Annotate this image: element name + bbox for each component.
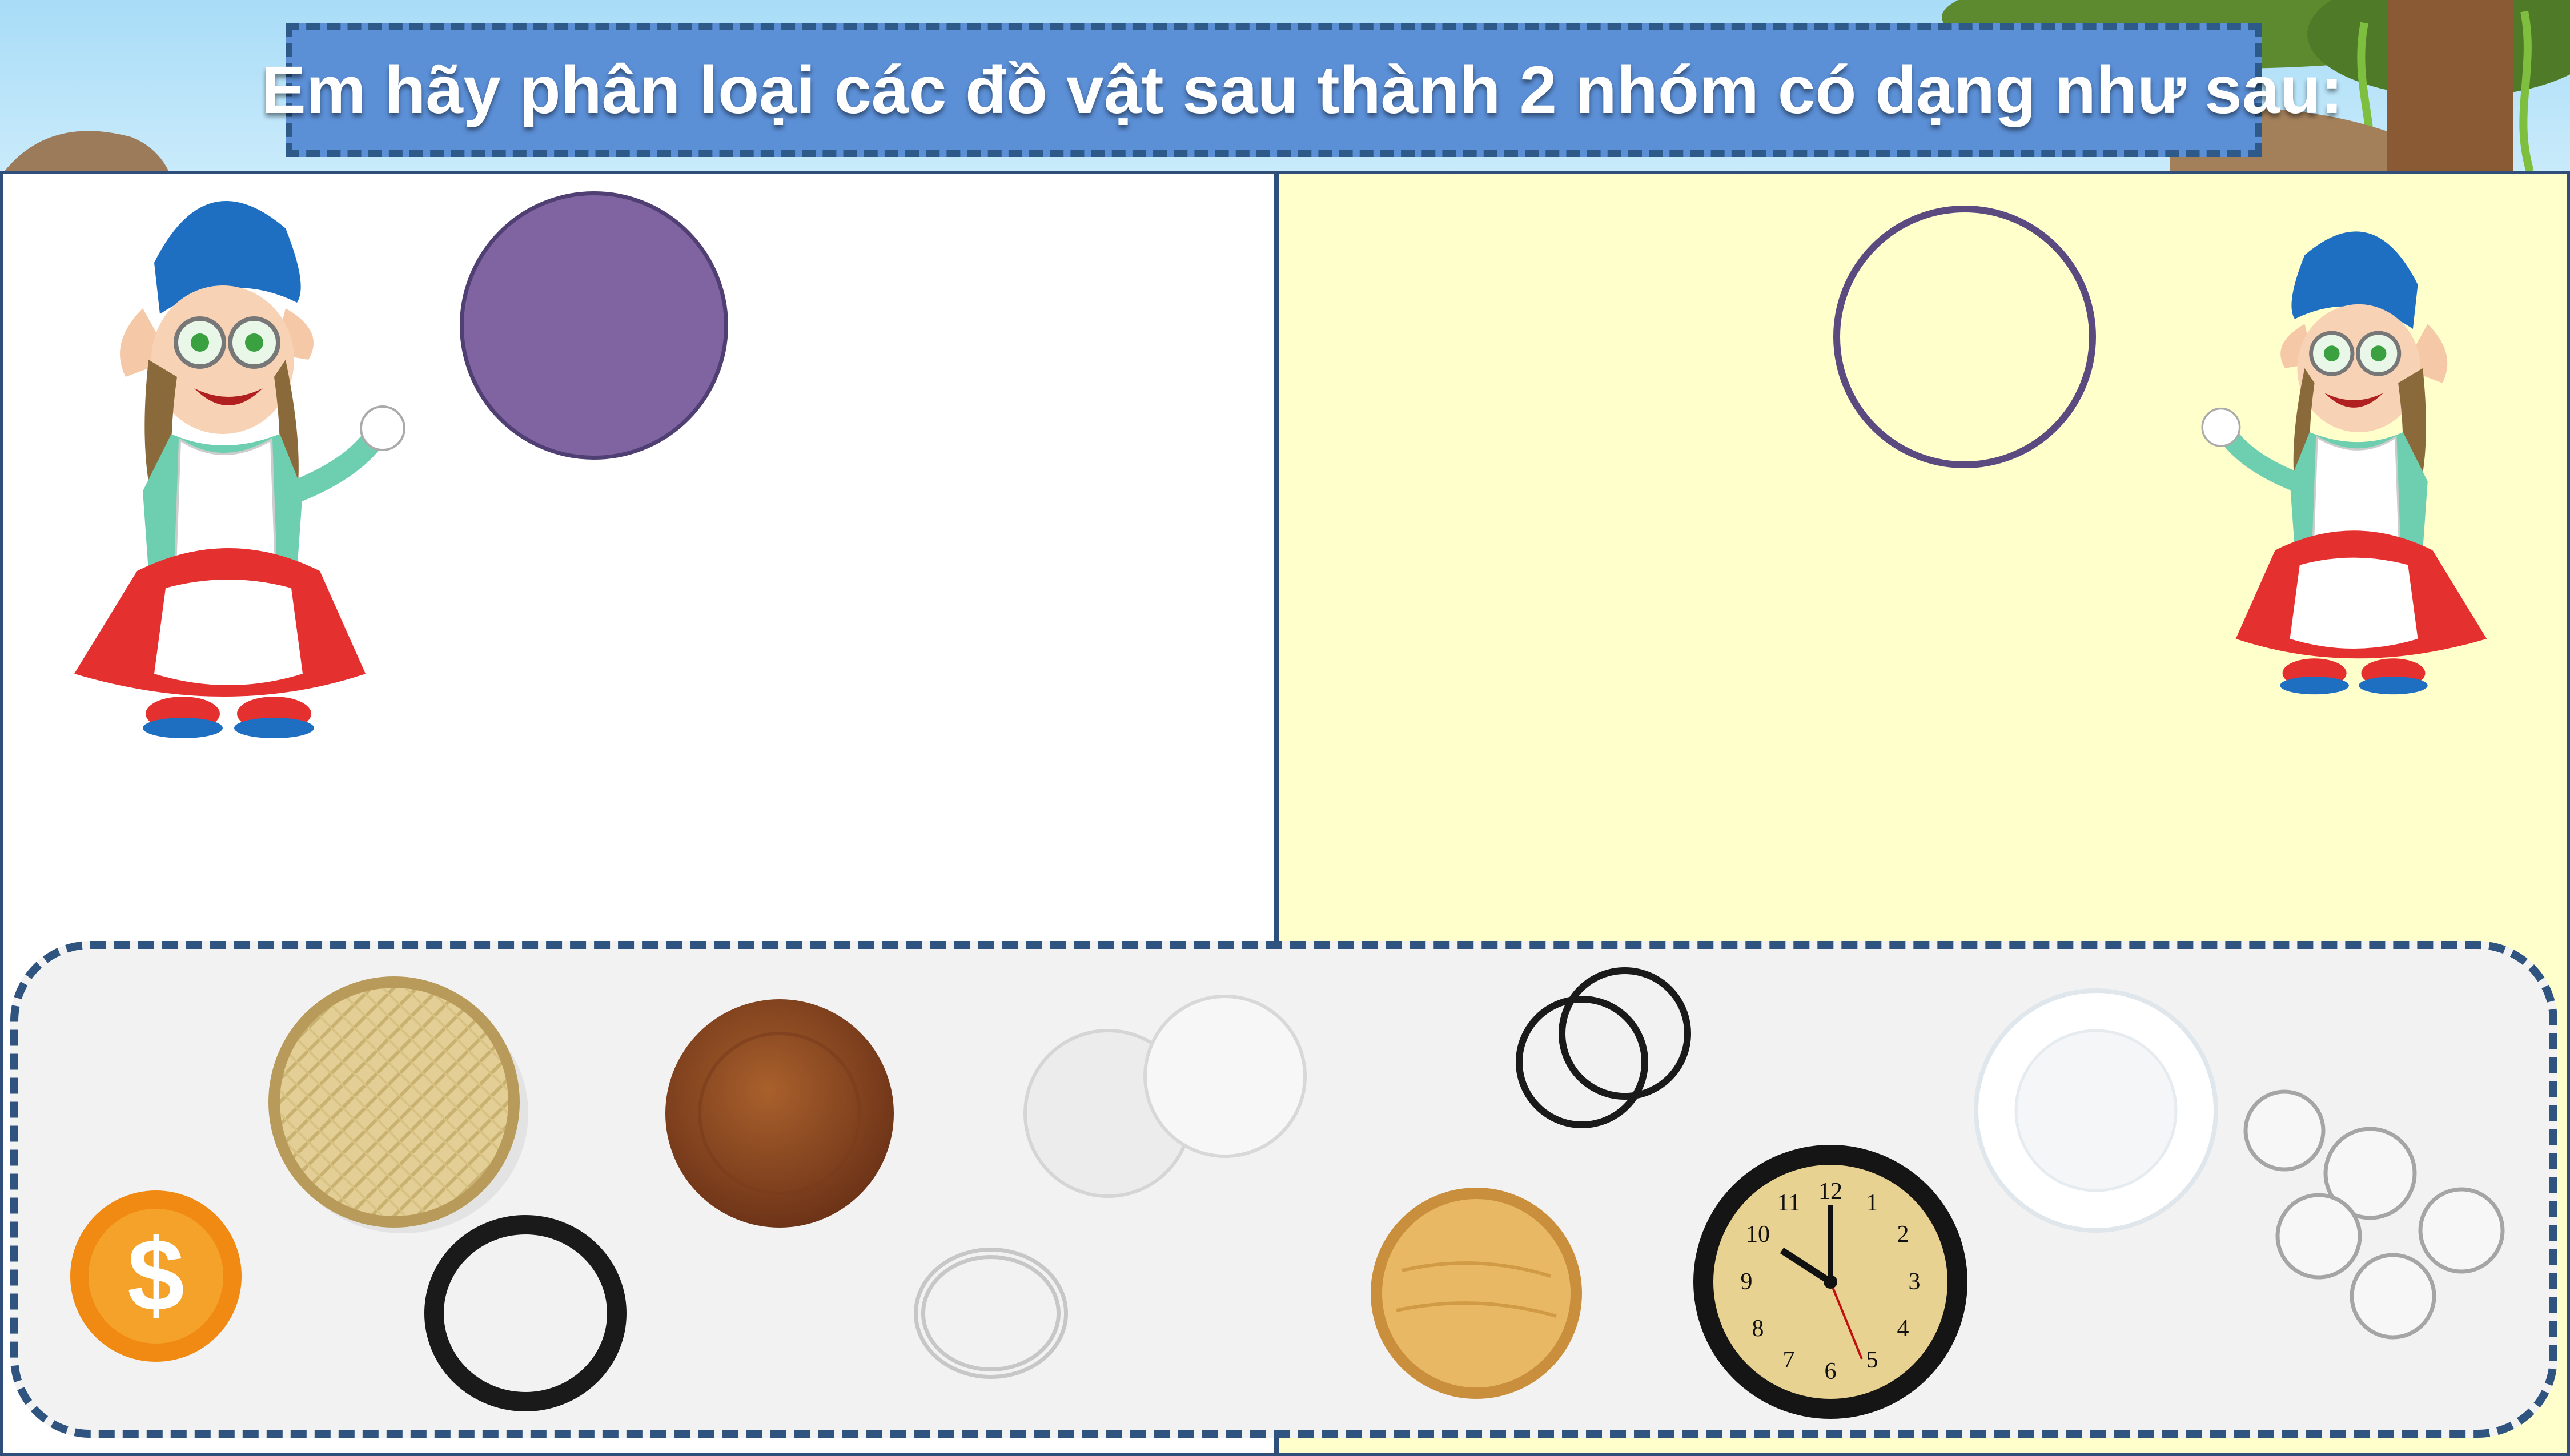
coin-symbol: $: [127, 1218, 184, 1333]
outline-circle-icon: [1833, 206, 2096, 468]
clock-number: 10: [1746, 1221, 1770, 1248]
clock-number: 12: [1818, 1179, 1842, 1205]
clock-number: 8: [1752, 1316, 1764, 1342]
clock-number: 4: [1897, 1316, 1909, 1342]
black-hair-tie-icon[interactable]: [420, 1210, 631, 1422]
clock-number: 5: [1866, 1347, 1878, 1373]
round-cutting-board-icon[interactable]: [1368, 1185, 1585, 1402]
hill-decoration: [0, 131, 171, 177]
title-banner: [286, 23, 2262, 157]
filled-circle-icon: [460, 191, 728, 460]
clock-icon[interactable]: 12 1 2 3 4 5 6 7 8 9 10 11: [1690, 1142, 1970, 1422]
white-plate-icon[interactable]: [1970, 985, 2222, 1236]
gnome-right-icon: [2201, 231, 2487, 695]
wooden-plate-icon[interactable]: [662, 996, 897, 1230]
clock-number: 7: [1783, 1347, 1795, 1373]
page-title: Em hãy phân loại các đồ vật sau thành 2 …: [261, 53, 2343, 128]
gnome-left-icon: [74, 201, 405, 738]
rubber-bands-icon[interactable]: [1496, 965, 1713, 1131]
rice-paper-icon[interactable]: [1022, 988, 1319, 1205]
woven-basket-icon[interactable]: [263, 971, 531, 1239]
silver-ring-icon[interactable]: [908, 1242, 1074, 1385]
bottle-caps-icon[interactable]: [2239, 1085, 2513, 1348]
clock-number: 9: [1741, 1269, 1753, 1295]
gold-coin-icon[interactable]: $: [67, 1188, 244, 1365]
clock-number: 2: [1897, 1221, 1909, 1248]
clock-number: 11: [1777, 1190, 1800, 1216]
clock-number: 1: [1866, 1190, 1878, 1216]
clock-number: 6: [1825, 1358, 1837, 1385]
clock-number: 3: [1909, 1269, 1921, 1295]
